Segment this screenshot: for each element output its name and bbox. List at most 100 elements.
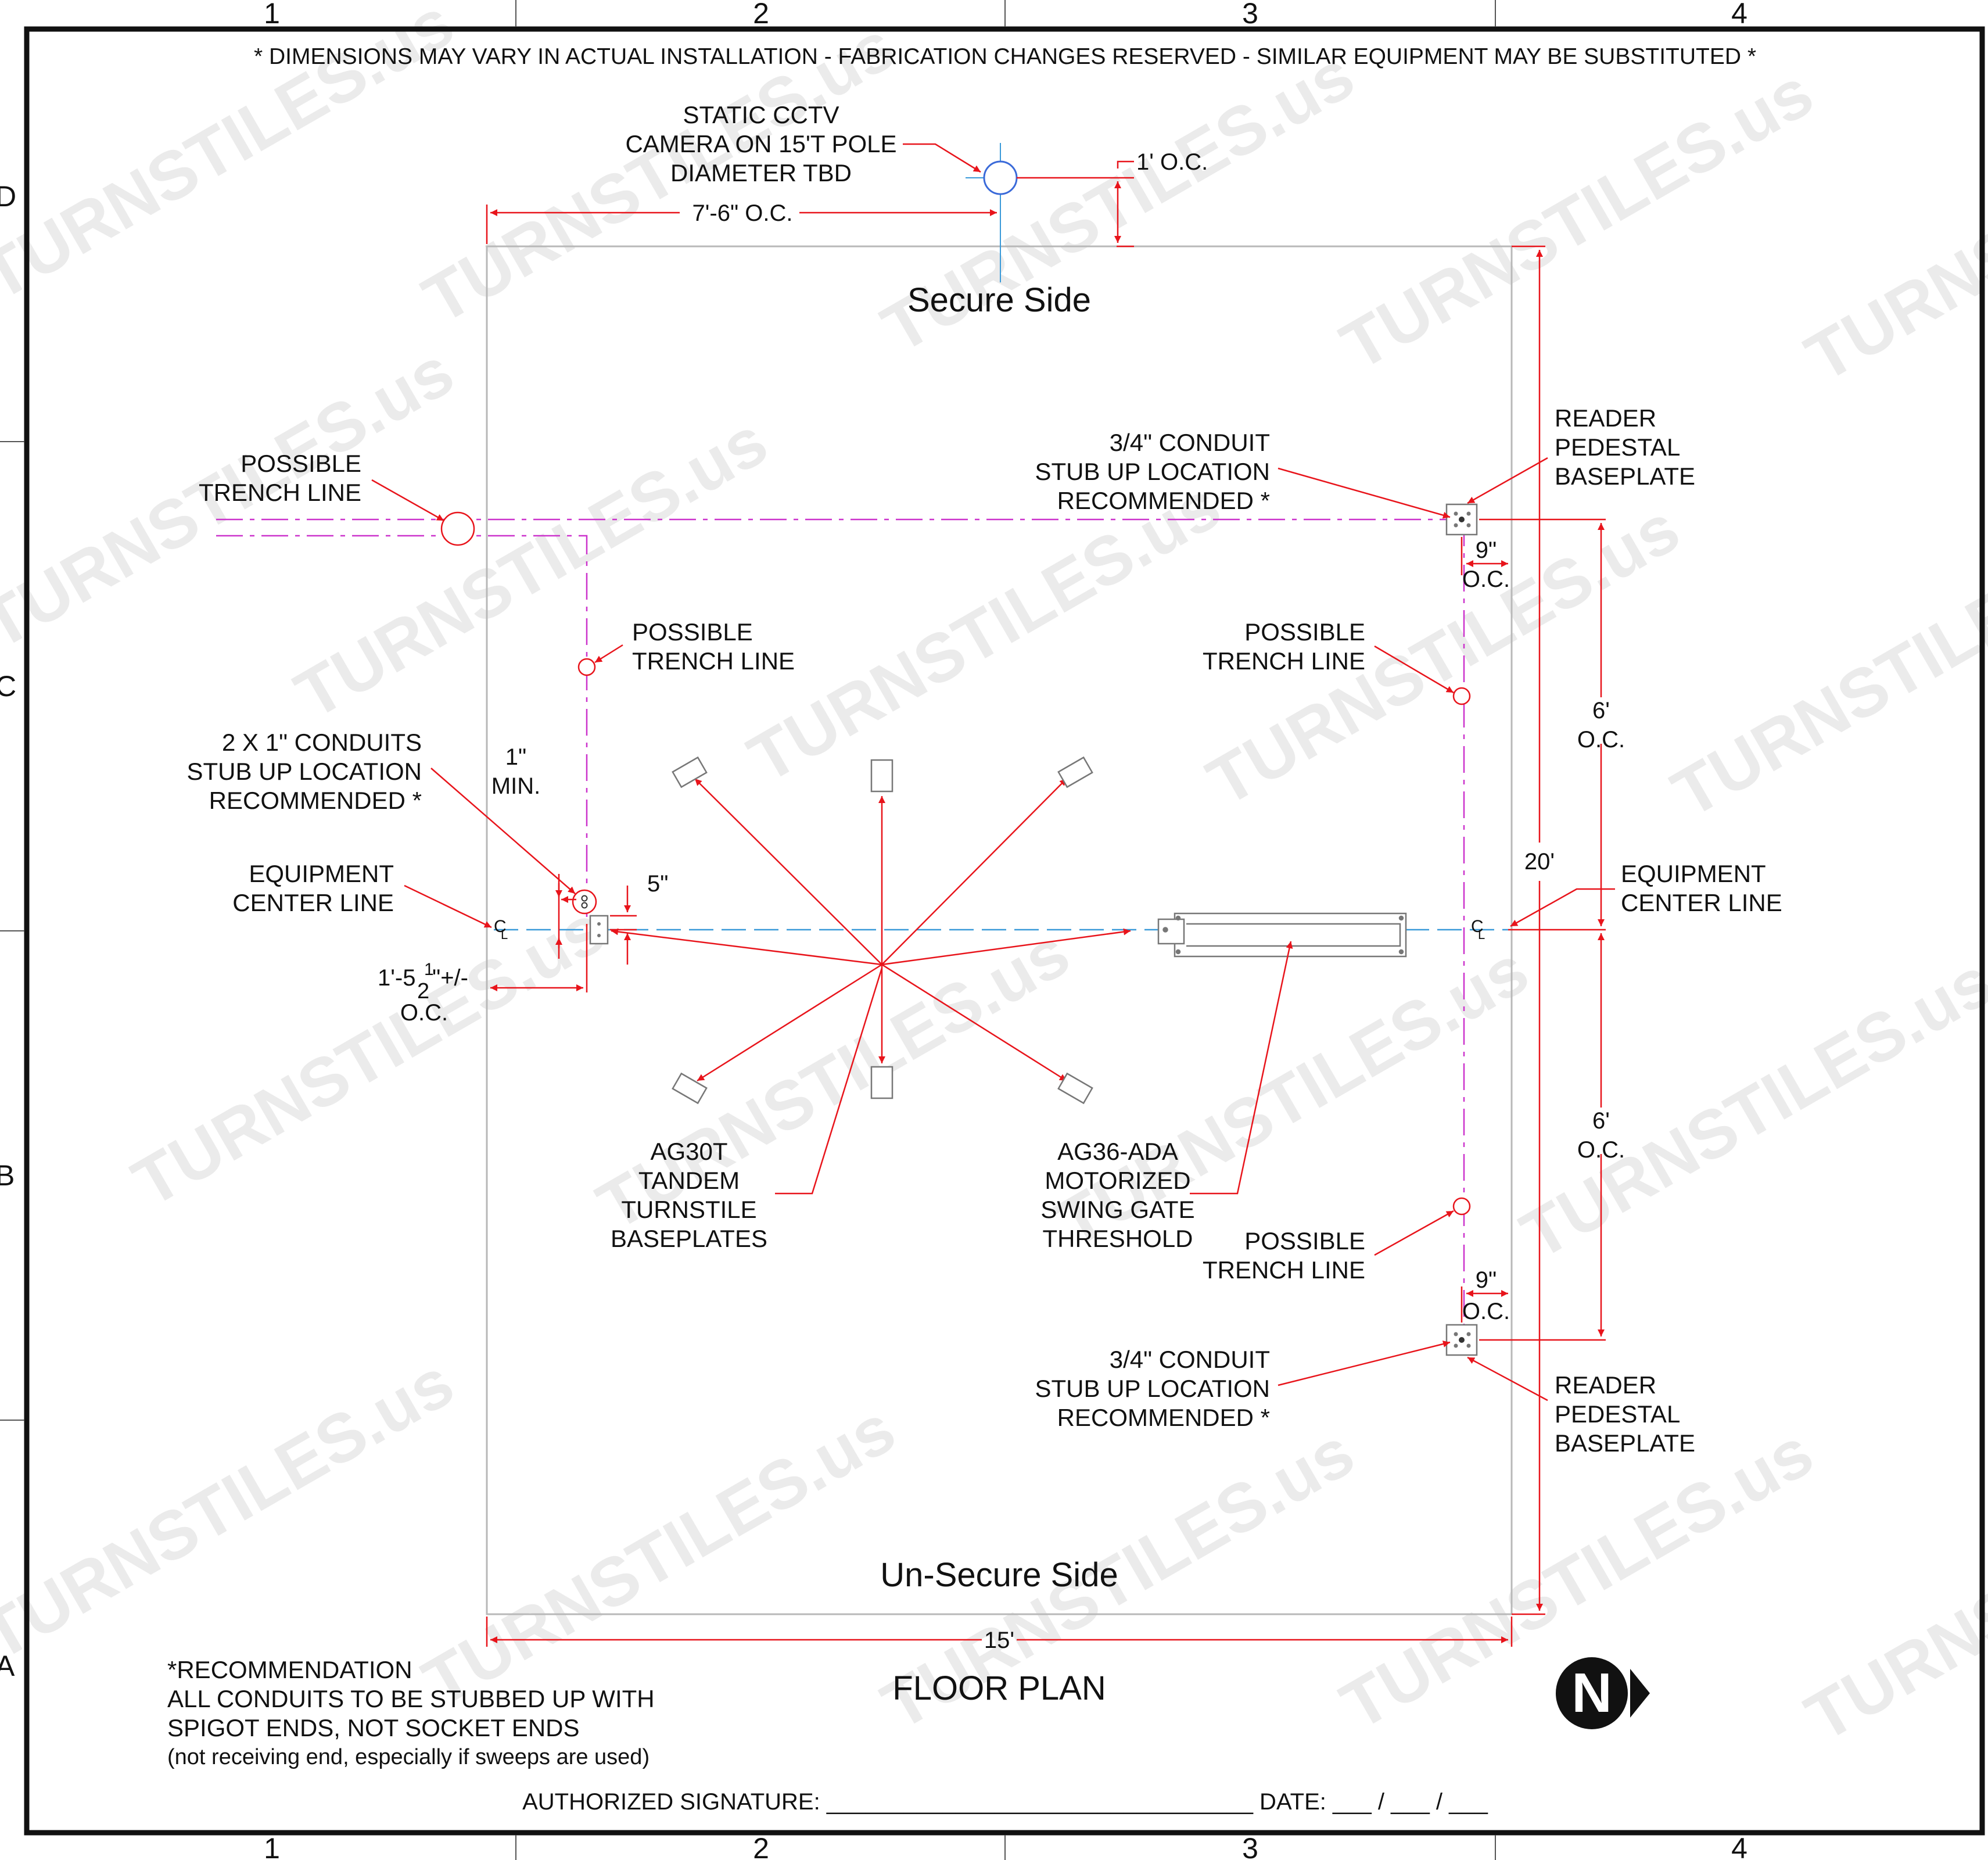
reader-baseplate-bottom bbox=[1445, 1324, 1478, 1356]
turnstile-baseplate bbox=[1057, 756, 1093, 789]
header-note: * DIMENSIONS MAY VARY IN ACTUAL INSTALLA… bbox=[254, 44, 1756, 69]
watermark: TURNSTILES.us bbox=[1793, 66, 1988, 397]
grid-col-2-bottom: 2 bbox=[753, 1832, 769, 1860]
recommendation-line-4: (not receiving end, especially if sweeps… bbox=[167, 1745, 649, 1769]
conduit-top-label-1: 3/4" CONDUIT bbox=[1110, 429, 1270, 456]
reader-top-label-2: PEDESTAL bbox=[1555, 433, 1680, 461]
cl-symbol-left-c: C bbox=[494, 917, 507, 936]
left-offset-dimension bbox=[490, 924, 588, 992]
five-label: 5" bbox=[647, 871, 668, 897]
recommendation-line-2: ALL CONDUITS TO BE STUBBED UP WITH bbox=[167, 1685, 655, 1712]
recommendation-line-1: *RECOMMENDATION bbox=[167, 1656, 412, 1683]
grid-ticks bbox=[0, 0, 1496, 1860]
fifteen-label: 15' bbox=[984, 1628, 1014, 1653]
left-offset-label-a: 1'-5 bbox=[378, 965, 415, 991]
watermark: TURNSTILES.us bbox=[1793, 1425, 1988, 1757]
camera-label-2: CAMERA ON 15'T POLE bbox=[625, 130, 896, 157]
trench-right-top-label-2: TRENCH LINE bbox=[1203, 647, 1365, 675]
left-offset-label-b: "+/- bbox=[432, 965, 468, 991]
grid-col-1-bottom: 1 bbox=[264, 1832, 280, 1860]
grid-row-b: B bbox=[0, 1159, 15, 1192]
grid-col-3: 3 bbox=[1242, 0, 1258, 30]
reader-bottom-label-1: READER bbox=[1555, 1371, 1656, 1399]
conduit-bottom-label-2: STUB UP LOCATION bbox=[1035, 1375, 1270, 1402]
gate-label-3: SWING GATE bbox=[1040, 1196, 1194, 1223]
camera-oc-label: 1' O.C. bbox=[1136, 149, 1208, 175]
min-label-1: 1" bbox=[505, 744, 526, 770]
gate-label-1: AG36-ADA bbox=[1057, 1138, 1178, 1165]
reader-top-oc-label-1: 9" bbox=[1476, 537, 1497, 563]
grid-row-c: C bbox=[0, 670, 16, 703]
watermark: TURNSTILES.us bbox=[0, 1344, 466, 1675]
watermark: TURNSTILES.us bbox=[736, 467, 1233, 798]
trench-mid-label-2: TRENCH LINE bbox=[632, 647, 795, 675]
grid-row-a: A bbox=[0, 1650, 15, 1682]
min-label-2: MIN. bbox=[491, 773, 540, 799]
reader-bottom-label-2: PEDESTAL bbox=[1555, 1400, 1680, 1428]
sheet-border bbox=[24, 26, 1985, 1836]
left-conduit-stub bbox=[572, 889, 609, 945]
unsecure-side-label: Un-Secure Side bbox=[880, 1556, 1118, 1594]
watermark: TURNSTILES.us bbox=[411, 1390, 907, 1722]
gate-leader bbox=[1190, 941, 1293, 1195]
grid-col-4: 4 bbox=[1731, 0, 1747, 30]
trench-right-bottom-label-2: TRENCH LINE bbox=[1203, 1256, 1365, 1284]
reader-bottom-label-3: BASEPLATE bbox=[1555, 1429, 1695, 1457]
reader-top-label-1: READER bbox=[1555, 404, 1656, 432]
six-top-label-2: O.C. bbox=[1577, 727, 1625, 752]
ecl-right-label-2: CENTER LINE bbox=[1621, 889, 1782, 916]
cl-symbol-left-l: L bbox=[501, 927, 508, 942]
watermark: TURNSTILES.us bbox=[1660, 501, 1988, 833]
ecl-left-label-2: CENTER LINE bbox=[232, 889, 394, 916]
camera-oc-dimension bbox=[1017, 160, 1134, 248]
turnstile-label-3: TURNSTILE bbox=[621, 1196, 756, 1223]
conduits-label-2: STUB UP LOCATION bbox=[186, 758, 422, 785]
north-arrow-icon: N bbox=[1556, 1657, 1650, 1729]
reader-baseplate-top bbox=[1445, 503, 1478, 536]
right-dimensions bbox=[1479, 245, 1606, 1615]
trench-marker-right-bottom bbox=[1452, 1197, 1471, 1216]
six-bottom-label-1: 6' bbox=[1592, 1108, 1610, 1134]
conduits-label-3: RECOMMENDED * bbox=[209, 787, 422, 814]
camera-offset-dimension bbox=[486, 205, 997, 244]
turnstile-label-4: BASEPLATES bbox=[611, 1225, 767, 1252]
recommendation-line-3: SPIGOT ENDS, NOT SOCKET ENDS bbox=[167, 1714, 580, 1741]
camera-label-3: DIAMETER TBD bbox=[670, 159, 852, 187]
grid-col-3-bottom: 3 bbox=[1242, 1832, 1258, 1860]
camera-offset-label: 7'-6" O.C. bbox=[692, 200, 793, 226]
trench-mid-label-1: POSSIBLE bbox=[632, 618, 753, 646]
conduits-label-1: 2 X 1" CONDUITS bbox=[222, 729, 422, 756]
watermark: TURNSTILES.us bbox=[1509, 943, 1988, 1274]
conduit-top-label-2: STUB UP LOCATION bbox=[1035, 458, 1270, 485]
min-dimension bbox=[555, 874, 576, 959]
grid-labels: 1 2 3 4 1 2 3 4 D C B A bbox=[0, 0, 1747, 1860]
six-bottom-label-2: O.C. bbox=[1577, 1137, 1625, 1163]
trench-left-label-1: POSSIBLE bbox=[241, 450, 361, 477]
trench-right-bottom-label-1: POSSIBLE bbox=[1244, 1227, 1365, 1255]
reader-bottom-oc-dimension bbox=[1461, 1286, 1508, 1323]
reader-top-oc-dimension bbox=[1461, 537, 1508, 575]
turnstile-leaders bbox=[611, 778, 1131, 1195]
camera-label-1: STATIC CCTV bbox=[683, 101, 839, 128]
reader-bottom-oc-label-1: 9" bbox=[1476, 1267, 1497, 1293]
conduit-bottom-label-1: 3/4" CONDUIT bbox=[1110, 1346, 1270, 1373]
width-dimension bbox=[486, 1617, 1513, 1647]
gate-label-4: THRESHOLD bbox=[1042, 1225, 1193, 1252]
left-offset-label-2: O.C. bbox=[400, 1000, 448, 1026]
swing-gate-threshold bbox=[1157, 912, 1407, 958]
cl-symbol-right-c: C bbox=[1471, 917, 1484, 936]
trench-right-top-label-1: POSSIBLE bbox=[1244, 618, 1365, 646]
turnstile-baseplate bbox=[870, 1066, 893, 1099]
gate-label-2: MOTORIZED bbox=[1045, 1167, 1190, 1194]
trench-marker-mid bbox=[577, 658, 596, 676]
left-offset-label-den: 2 bbox=[417, 979, 429, 1004]
secure-side-label: Secure Side bbox=[907, 281, 1091, 319]
trench-marker-left bbox=[440, 511, 475, 546]
north-symbol: N bbox=[1571, 1662, 1612, 1724]
six-top-label-1: 6' bbox=[1592, 698, 1610, 723]
turnstile-baseplate bbox=[672, 1072, 708, 1105]
grid-col-1: 1 bbox=[264, 0, 280, 30]
conduit-top-label-3: RECOMMENDED * bbox=[1057, 487, 1270, 514]
ecl-right-label-1: EQUIPMENT bbox=[1621, 860, 1766, 887]
